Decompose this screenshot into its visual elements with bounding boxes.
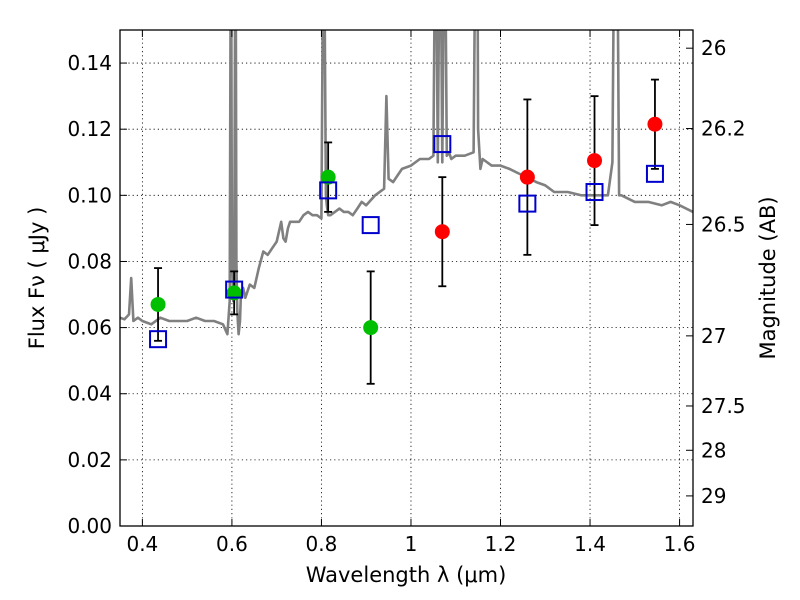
right-tick-label: 28 bbox=[701, 438, 726, 462]
x-tick-label: 0.8 bbox=[306, 532, 338, 556]
y-tick-label: 0.06 bbox=[67, 316, 112, 340]
y-tick-label: 0.12 bbox=[67, 117, 112, 141]
plot-area bbox=[120, 30, 693, 336]
model-point bbox=[585, 183, 604, 202]
y-tick-label: 0.02 bbox=[67, 448, 112, 472]
plot-frame bbox=[119, 29, 694, 527]
y-tick-label: 0.14 bbox=[67, 51, 112, 75]
y-axis-label: Flux Fν ( μJy ) bbox=[25, 207, 49, 350]
right-tick-label: 29 bbox=[701, 484, 726, 508]
data-point bbox=[434, 224, 450, 240]
x-axis-label: Wavelength λ (μm) bbox=[306, 563, 507, 587]
model-point bbox=[433, 135, 452, 154]
right-tick-label: 27 bbox=[701, 324, 726, 348]
y-tick-label: 0.08 bbox=[67, 249, 112, 273]
model-point bbox=[149, 330, 168, 349]
x-tick-label: 0.4 bbox=[126, 532, 158, 556]
right-axis-label: Magnitude (AB) bbox=[756, 196, 780, 359]
x-tick-label: 0.6 bbox=[216, 532, 248, 556]
data-point bbox=[519, 169, 535, 185]
x-tick-label: 1 bbox=[405, 532, 418, 556]
right-tick-label: 26.2 bbox=[701, 117, 746, 141]
y-tick-label: 0.00 bbox=[67, 514, 112, 538]
data-point bbox=[587, 153, 603, 169]
model-point bbox=[361, 216, 380, 235]
grid-lines bbox=[120, 30, 693, 527]
spectrum-line bbox=[120, 30, 693, 336]
data-point bbox=[363, 320, 379, 336]
data-point bbox=[150, 296, 166, 312]
right-tick-label: 26 bbox=[701, 36, 726, 60]
model-point bbox=[225, 280, 244, 299]
y-tick-label: 0.10 bbox=[67, 183, 112, 207]
model-point bbox=[319, 181, 338, 200]
right-tick-label: 26.5 bbox=[701, 212, 746, 236]
model-point bbox=[518, 194, 537, 213]
x-tick-label: 1.2 bbox=[485, 532, 517, 556]
model-point bbox=[645, 164, 664, 183]
data-point bbox=[647, 116, 663, 132]
axes: 0.4 0.6 0.8 1 1.2 1.4 1.6 0.00 0.02 0.04 0.06 0.08 0… bbox=[67, 30, 746, 556]
data-point bbox=[320, 169, 336, 185]
x-tick-label: 1.4 bbox=[574, 532, 606, 556]
x-tick-label: 1.6 bbox=[664, 532, 696, 556]
y-tick-label: 0.04 bbox=[67, 382, 112, 406]
right-tick-label: 27.5 bbox=[701, 394, 746, 418]
